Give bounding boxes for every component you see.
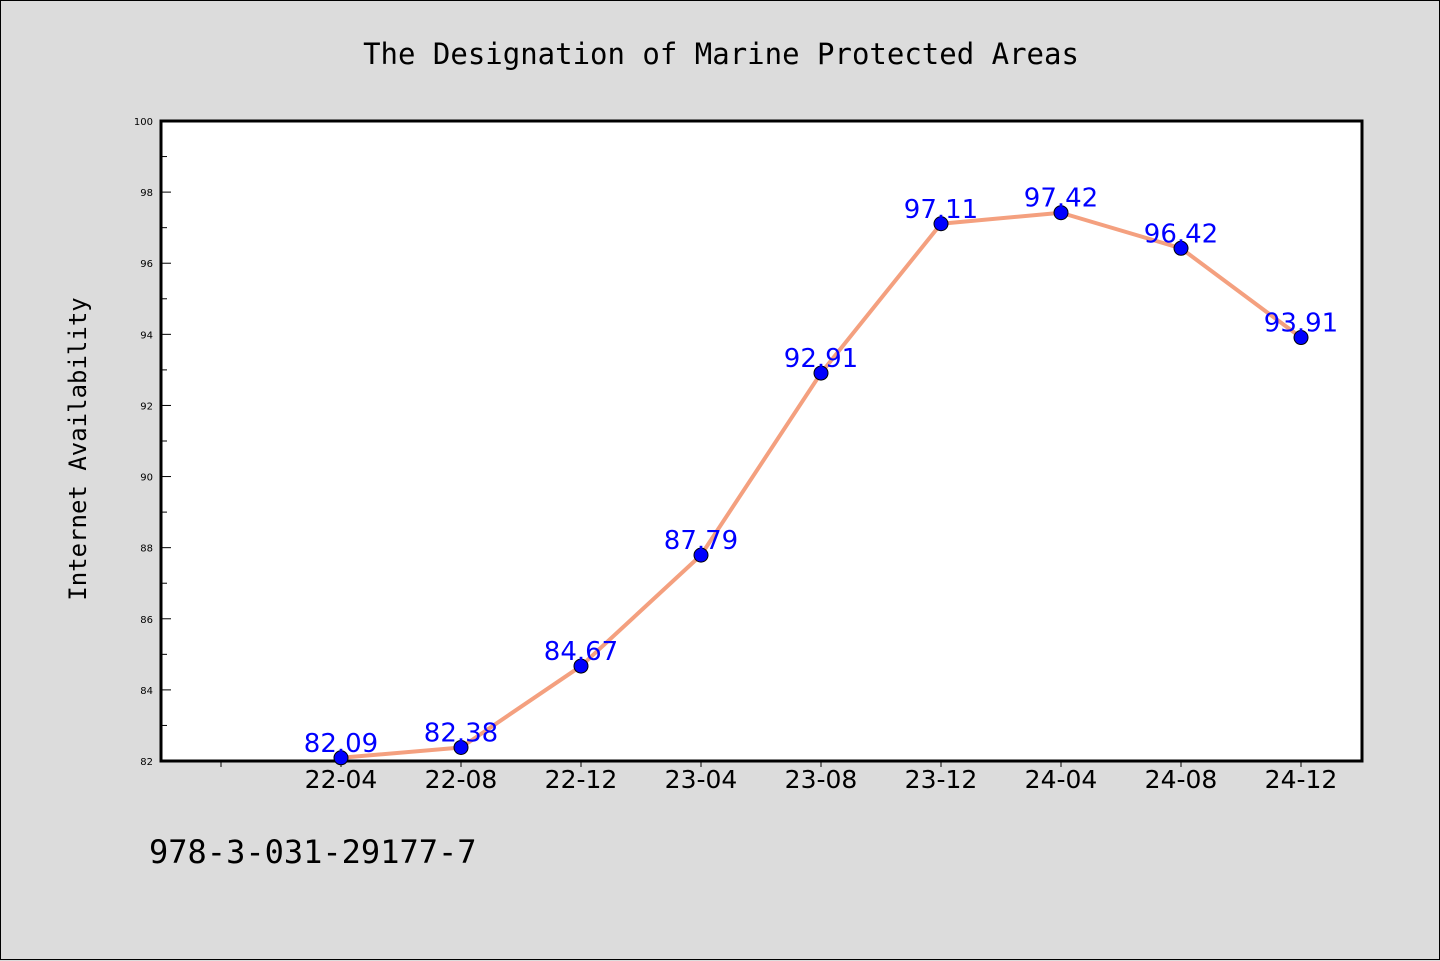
y-tick-label: 82 (140, 757, 153, 768)
data-point (453, 739, 469, 755)
x-tick-label: 22-08 (425, 765, 498, 794)
y-tick-label: 96 (140, 259, 153, 270)
y-tick-label: 94 (140, 330, 153, 341)
y-tick-label: 84 (140, 686, 153, 697)
data-point (1293, 330, 1309, 346)
x-tick-label: 23-12 (905, 765, 978, 794)
y-tick-label: 90 (140, 473, 153, 484)
data-label: 97.11 (904, 195, 978, 225)
x-tick-label: 24-04 (1025, 765, 1098, 794)
y-axis-label: Internet Availability (64, 297, 92, 600)
data-point (693, 547, 709, 563)
y-tick-label: 88 (140, 544, 153, 555)
plot-area (159, 119, 1364, 763)
y-tick-label: 100 (134, 117, 153, 128)
x-tick-label: 23-04 (665, 765, 738, 794)
data-point (333, 750, 349, 766)
data-labels: 82.09 82.38 84.67 87.79 92.91 97.11 97.42 96.42… (304, 184, 1338, 759)
data-point (1173, 240, 1189, 256)
data-label: 97.42 (1024, 184, 1098, 214)
x-tick-label: 23-08 (785, 765, 858, 794)
data-point (813, 365, 829, 381)
x-tick-label: 22-04 (305, 765, 378, 794)
data-label: 82.38 (424, 718, 498, 748)
data-point (933, 216, 949, 232)
y-axis-ticks: 82 84 86 88 90 92 94 96 98 100 (134, 117, 171, 768)
isbn-text: 978-3-031-29177-7 (149, 833, 477, 871)
data-point (1053, 205, 1069, 221)
y-tick-label: 92 (140, 401, 153, 412)
data-label: 84.67 (544, 637, 618, 667)
x-tick-label: 24-08 (1145, 765, 1218, 794)
y-tick-label: 86 (140, 615, 153, 626)
y-tick-label: 98 (140, 188, 153, 199)
data-label: 96.42 (1144, 219, 1218, 249)
data-point (573, 658, 589, 674)
x-tick-label: 24-12 (1265, 765, 1338, 794)
x-tick-label: 22-12 (545, 765, 618, 794)
data-label: 93.91 (1264, 309, 1338, 339)
data-label: 82.09 (304, 729, 378, 759)
x-axis-ticks: 22-04 22-08 22-12 23-04 23-08 23-12 24-04 24-08… (220, 761, 1338, 794)
data-label: 87.79 (664, 526, 738, 556)
data-label: 92.91 (784, 344, 858, 374)
chart-title: The Designation of Marine Protected Area… (363, 37, 1079, 71)
series-line-group (333, 205, 1309, 766)
